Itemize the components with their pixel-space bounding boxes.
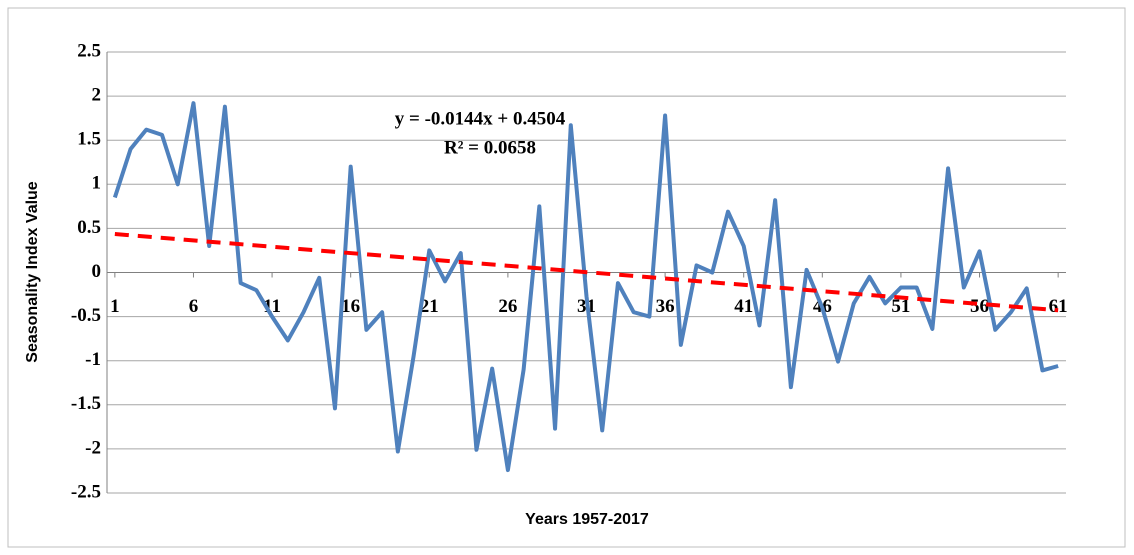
- x-tick-label: 6: [189, 296, 199, 317]
- trend-r2: R² = 0.0658: [444, 137, 536, 158]
- y-tick-label: -1.5: [71, 393, 101, 414]
- x-tick-label: 21: [420, 296, 439, 317]
- x-tick-label: 1: [110, 296, 120, 317]
- trendline: [114, 232, 1059, 313]
- y-tick-label: -2.5: [71, 481, 101, 502]
- y-tick-label: 0.5: [77, 217, 101, 238]
- x-tick-label: 26: [498, 296, 517, 317]
- y-axis-title: Seasonality Index Value: [24, 181, 41, 363]
- y-tick-label: 0: [92, 261, 102, 282]
- y-tick-label: -1: [85, 349, 101, 370]
- data-line: [112, 101, 1059, 473]
- x-tick-label: 51: [891, 296, 910, 317]
- y-tick-label: -2: [85, 437, 101, 458]
- y-tick-label: 2.5: [77, 40, 101, 61]
- x-tick-label: 41: [734, 296, 753, 317]
- y-tick-label: 1: [92, 173, 102, 194]
- y-tick-label: -0.5: [71, 305, 101, 326]
- trend-equation: y = -0.0144x + 0.4504: [395, 108, 566, 129]
- chart-border: [7, 7, 1126, 548]
- x-tick-label: 36: [656, 296, 675, 317]
- y-tick-label: 1.5: [77, 129, 101, 150]
- x-tick-label: 16: [341, 296, 360, 317]
- x-tick-label: 61: [1049, 296, 1068, 317]
- x-tick-label: 56: [970, 296, 989, 317]
- x-axis-title: Years 1957-2017: [525, 511, 649, 528]
- y-tick-label: 2: [92, 84, 102, 105]
